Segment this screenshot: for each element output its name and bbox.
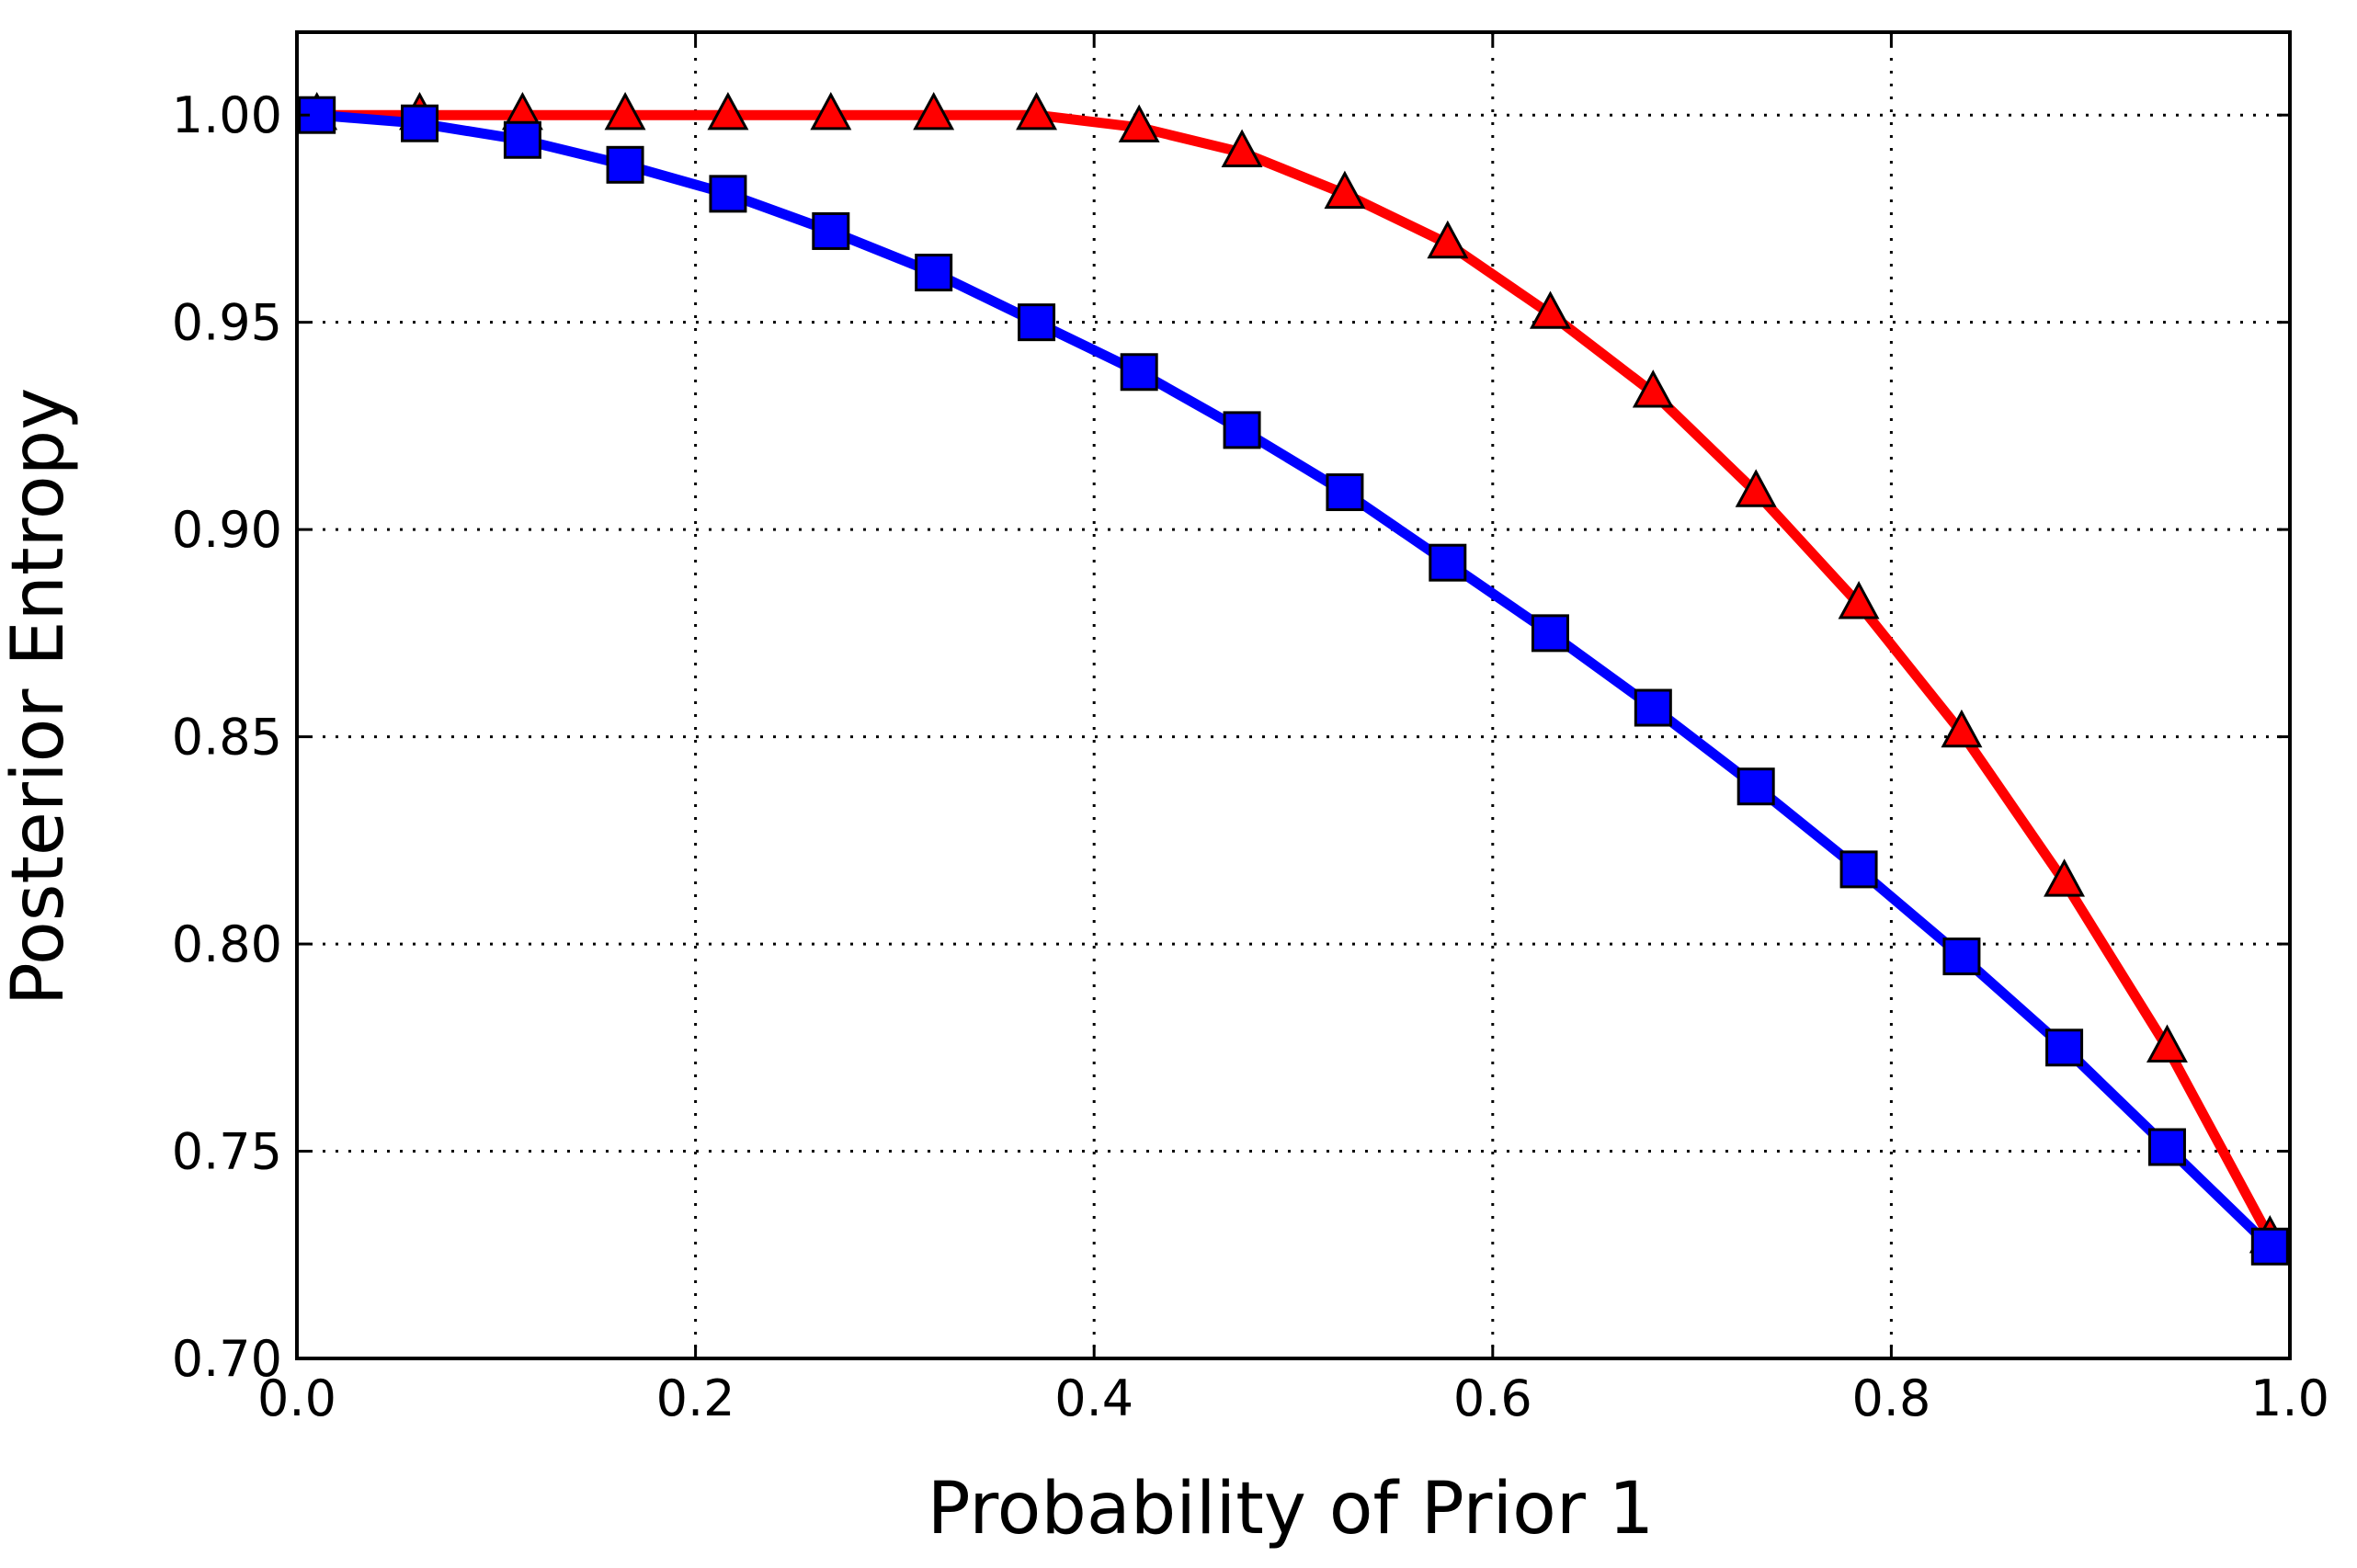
square-marker [1839,850,1878,889]
square-marker [2147,1128,2186,1166]
triangle-marker [810,91,852,131]
triangle-marker [913,91,955,131]
y-tick-label: 0.90 [172,501,282,559]
square-marker [401,104,439,142]
square-marker [1429,543,1467,582]
triangle-marker [1324,170,1366,210]
triangle-marker [604,91,646,131]
blue-square-series [298,96,2289,1266]
triangle-marker [1529,290,1571,329]
square-marker [1223,411,1261,449]
series-layer [296,91,2291,1266]
y-tick-label: 0.75 [172,1123,282,1181]
square-marker [1018,303,1056,342]
x-tick-label: 0.6 [1453,1369,1532,1427]
x-tick-label: 0.4 [1054,1369,1133,1427]
x-axis-label: Probability of Prior 1 [928,1468,1655,1551]
triangle-marker [707,91,749,131]
triangle-marker [1118,104,1160,142]
y-tick-label: 0.85 [172,709,282,767]
triangle-marker [1735,469,1777,507]
y-tick-label: 0.70 [172,1330,282,1388]
square-marker [1326,473,1364,512]
red-triangle-series-line [316,109,2275,1241]
square-marker [1736,767,1775,806]
square-marker [503,120,541,159]
triangle-marker [1221,129,1263,167]
triangle-marker [1838,581,1880,619]
plot-frame [295,30,2292,1360]
x-tick-label: 1.0 [2250,1369,2329,1427]
triangle-marker [2044,858,2086,897]
triangle-marker [1016,91,1058,131]
square-marker [2250,1227,2289,1266]
triangle-marker [1632,369,1674,408]
triangle-marker [1941,709,1983,748]
square-marker [709,175,747,213]
square-marker [1942,937,1981,976]
axis-ticks: 0.0 0.2 0.4 0.6 0.8 1.0 0.70 0.75 0.80 0.85 0.90 0.… [172,32,2329,1427]
square-marker [1634,688,1672,727]
square-marker [812,211,850,250]
x-tick-label: 0.8 [1851,1369,1930,1427]
y-axis-label: Posterior Entropy [0,388,80,1006]
square-marker [915,254,953,292]
x-tick-label: 0.0 [257,1369,336,1427]
y-tick-label: 0.80 [172,915,282,973]
x-tick-label: 0.2 [656,1369,735,1427]
square-marker [2045,1028,2084,1067]
square-marker [1531,614,1569,653]
square-marker [1120,353,1158,392]
triangle-marker [2146,1024,2188,1062]
square-marker [606,145,644,184]
triangle-marker [1427,220,1469,259]
y-tick-label: 0.95 [172,294,282,352]
y-tick-label: 1.00 [172,86,282,144]
